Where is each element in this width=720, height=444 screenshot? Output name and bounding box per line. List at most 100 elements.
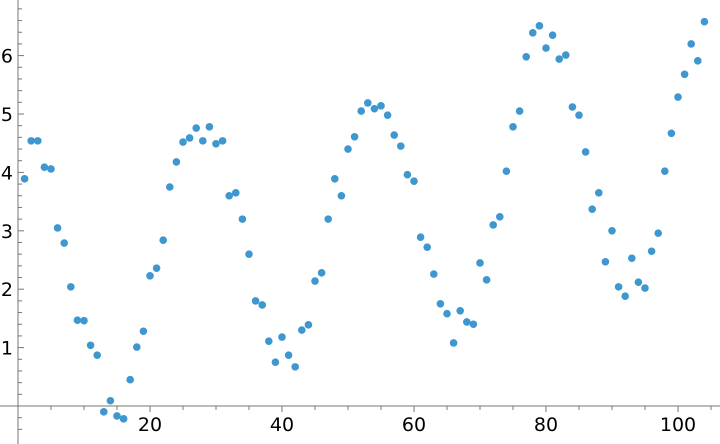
y-tick-label: 3	[1, 221, 13, 243]
data-point	[654, 229, 662, 237]
data-point	[20, 175, 29, 183]
data-point	[199, 137, 207, 145]
data-point	[674, 93, 682, 101]
data-point	[403, 170, 412, 179]
data-point	[238, 215, 247, 223]
data-point	[133, 343, 141, 351]
data-point	[331, 175, 339, 183]
data-point	[542, 44, 550, 52]
data-point	[80, 316, 88, 325]
data-point	[47, 165, 55, 173]
data-point	[588, 205, 596, 213]
data-point	[179, 138, 187, 146]
data-point	[205, 123, 214, 131]
data-point	[449, 339, 458, 347]
data-point	[383, 111, 392, 119]
data-point	[548, 31, 557, 39]
data-point	[509, 123, 517, 131]
data-point	[628, 254, 636, 263]
data-point	[119, 415, 128, 423]
y-tick-label: 2	[1, 279, 13, 301]
data-point	[410, 177, 418, 185]
data-point	[700, 17, 709, 26]
data-point	[364, 99, 372, 107]
data-point	[647, 247, 656, 256]
data-point	[271, 358, 280, 367]
data-point	[502, 167, 511, 176]
data-point	[641, 284, 649, 292]
data-point	[126, 375, 134, 384]
y-tick-label: 1	[1, 338, 13, 360]
data-point	[100, 408, 108, 416]
data-point	[245, 250, 253, 258]
data-point	[251, 297, 260, 305]
data-point	[86, 341, 95, 350]
y-tick-label: 5	[1, 104, 13, 126]
data-point	[489, 221, 498, 229]
data-point	[694, 57, 702, 65]
data-point	[416, 233, 425, 242]
data-point	[555, 55, 563, 63]
data-point	[212, 139, 220, 148]
data-point	[476, 259, 484, 267]
x-tick-label: 20	[138, 414, 162, 436]
data-points	[20, 17, 709, 423]
data-point	[482, 276, 491, 284]
data-point	[60, 239, 68, 247]
data-point	[469, 320, 478, 329]
data-point	[687, 40, 695, 48]
data-point	[139, 327, 148, 336]
data-point	[575, 111, 583, 119]
data-point	[456, 307, 465, 315]
data-point	[185, 134, 194, 142]
data-point	[27, 137, 35, 145]
data-point	[225, 191, 233, 200]
data-point	[350, 132, 359, 141]
data-point	[562, 51, 570, 59]
data-point	[436, 300, 445, 308]
data-point	[311, 277, 319, 285]
data-point	[357, 107, 366, 115]
x-tick-label: 60	[402, 414, 426, 436]
data-point	[595, 189, 603, 197]
data-point	[667, 129, 676, 138]
data-point	[192, 124, 200, 132]
data-point	[53, 224, 62, 232]
data-point	[601, 257, 610, 266]
data-point	[370, 104, 379, 113]
data-point	[344, 145, 352, 153]
data-point	[463, 318, 471, 326]
y-tick-label: 6	[1, 46, 13, 68]
data-point	[614, 283, 623, 291]
data-point	[568, 103, 577, 111]
data-point	[298, 326, 306, 334]
x-tick-label: 100	[660, 414, 696, 436]
data-point	[529, 29, 537, 37]
data-point	[278, 333, 286, 341]
x-tick-label: 80	[534, 414, 558, 436]
data-point	[324, 215, 333, 223]
data-point	[377, 102, 385, 110]
data-point	[423, 243, 432, 251]
data-point	[430, 270, 438, 278]
y-tick-label: 4	[1, 162, 13, 184]
data-point	[634, 278, 643, 286]
data-point	[106, 396, 115, 405]
data-point	[152, 264, 161, 272]
data-point	[265, 337, 273, 345]
tick-marks	[18, 8, 712, 430]
data-point	[172, 158, 181, 166]
data-point	[496, 212, 504, 221]
data-point	[258, 301, 267, 309]
data-point	[608, 227, 616, 235]
data-point	[390, 131, 399, 139]
tick-labels: 20 40 60 80 100 1 2 3 4 5 6	[1, 46, 696, 436]
data-point	[40, 163, 49, 171]
data-point	[73, 316, 82, 324]
data-point	[291, 363, 300, 371]
data-point	[581, 148, 590, 156]
data-point	[304, 321, 313, 329]
data-point	[535, 22, 544, 30]
